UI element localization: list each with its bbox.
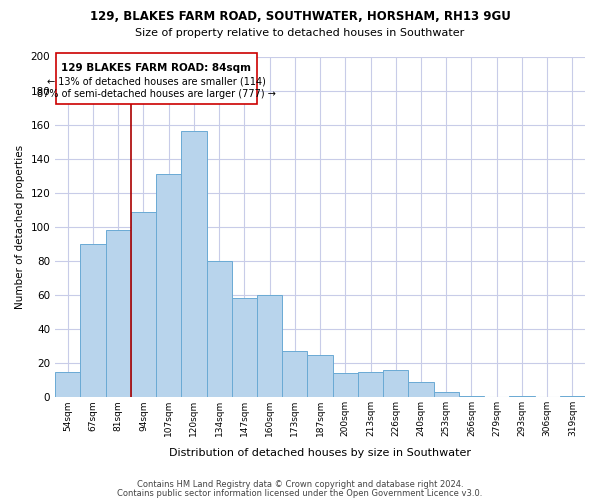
Bar <box>206 261 232 397</box>
Text: 129 BLAKES FARM ROAD: 84sqm: 129 BLAKES FARM ROAD: 84sqm <box>61 64 251 74</box>
Bar <box>282 351 307 397</box>
Bar <box>156 174 181 397</box>
Bar <box>383 370 409 397</box>
Y-axis label: Number of detached properties: Number of detached properties <box>15 145 25 309</box>
Bar <box>232 298 257 397</box>
Text: Size of property relative to detached houses in Southwater: Size of property relative to detached ho… <box>136 28 464 38</box>
Bar <box>434 392 459 397</box>
X-axis label: Distribution of detached houses by size in Southwater: Distribution of detached houses by size … <box>169 448 471 458</box>
Text: 87% of semi-detached houses are larger (777) →: 87% of semi-detached houses are larger (… <box>37 89 276 99</box>
Text: ← 13% of detached houses are smaller (114): ← 13% of detached houses are smaller (11… <box>47 77 266 87</box>
Bar <box>181 132 206 397</box>
Bar <box>257 295 282 397</box>
Bar <box>332 374 358 397</box>
Bar <box>106 230 131 397</box>
Text: 129, BLAKES FARM ROAD, SOUTHWATER, HORSHAM, RH13 9GU: 129, BLAKES FARM ROAD, SOUTHWATER, HORSH… <box>89 10 511 23</box>
Bar <box>409 382 434 397</box>
Text: Contains HM Land Registry data © Crown copyright and database right 2024.: Contains HM Land Registry data © Crown c… <box>137 480 463 489</box>
Bar <box>55 372 80 397</box>
Bar <box>509 396 535 397</box>
Bar <box>358 372 383 397</box>
FancyBboxPatch shape <box>56 53 257 104</box>
Bar <box>560 396 585 397</box>
Bar <box>131 212 156 397</box>
Bar <box>307 354 332 397</box>
Text: Contains public sector information licensed under the Open Government Licence v3: Contains public sector information licen… <box>118 488 482 498</box>
Bar <box>80 244 106 397</box>
Bar <box>459 396 484 397</box>
